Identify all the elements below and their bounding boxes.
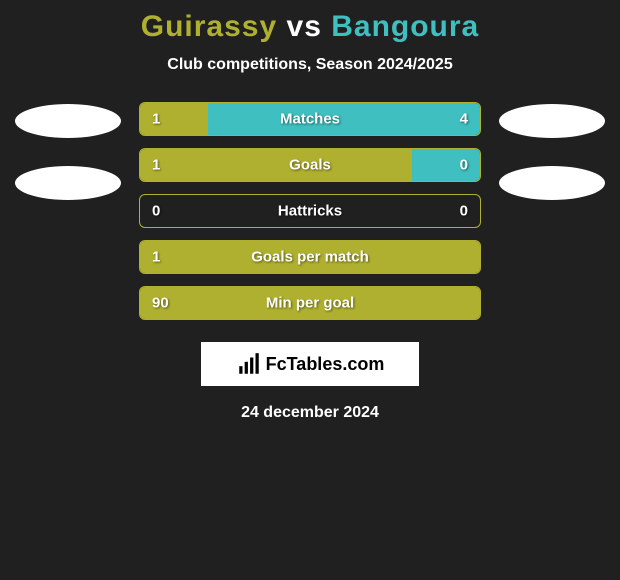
bar-left-fill	[140, 103, 208, 135]
logo-text: FcTables.com	[266, 354, 385, 375]
stat-label: Goals per match	[251, 249, 369, 266]
stat-label: Min per goal	[266, 295, 354, 312]
subtitle: Club competitions, Season 2024/2025	[0, 56, 620, 74]
stat-row: 0 Hattricks 0	[139, 194, 481, 228]
title-vs: vs	[287, 10, 322, 43]
stat-left-value: 1	[152, 157, 160, 174]
date-text: 24 december 2024	[0, 404, 620, 422]
stat-row: 90 Min per goal	[139, 286, 481, 320]
right-ellipse-col	[499, 102, 605, 200]
stat-right-value: 4	[460, 111, 468, 128]
stat-left-value: 90	[152, 295, 169, 312]
bar-left-fill	[140, 149, 412, 181]
stat-left-value: 1	[152, 111, 160, 128]
player2-badge	[499, 166, 605, 200]
stats-area: 1 Matches 4 1 Goals 0 0 Hattricks 0 1 Goals per ma…	[0, 102, 620, 320]
stat-left-value: 1	[152, 249, 160, 266]
stat-right-value: 0	[460, 157, 468, 174]
stat-label: Hattricks	[278, 203, 342, 220]
left-ellipse-col	[15, 102, 121, 200]
page-title: Guirassy vs Bangoura	[0, 10, 620, 44]
logo-badge: FcTables.com	[201, 342, 419, 386]
title-player2: Bangoura	[331, 10, 479, 43]
player2-badge	[499, 104, 605, 138]
stat-row: 1 Goals 0	[139, 148, 481, 182]
stat-right-value: 0	[460, 203, 468, 220]
stat-row: 1 Matches 4	[139, 102, 481, 136]
player1-badge	[15, 104, 121, 138]
stat-label: Goals	[289, 157, 331, 174]
title-player1: Guirassy	[141, 10, 277, 43]
stat-left-value: 0	[152, 203, 160, 220]
root: Guirassy vs Bangoura Club competitions, …	[0, 0, 620, 422]
bars-chart-icon	[236, 351, 262, 377]
bars-column: 1 Matches 4 1 Goals 0 0 Hattricks 0 1 Goals per ma…	[139, 102, 481, 320]
player1-badge	[15, 166, 121, 200]
stat-row: 1 Goals per match	[139, 240, 481, 274]
bar-right-fill	[208, 103, 480, 135]
bar-right-fill	[412, 149, 480, 181]
stat-label: Matches	[280, 111, 340, 128]
